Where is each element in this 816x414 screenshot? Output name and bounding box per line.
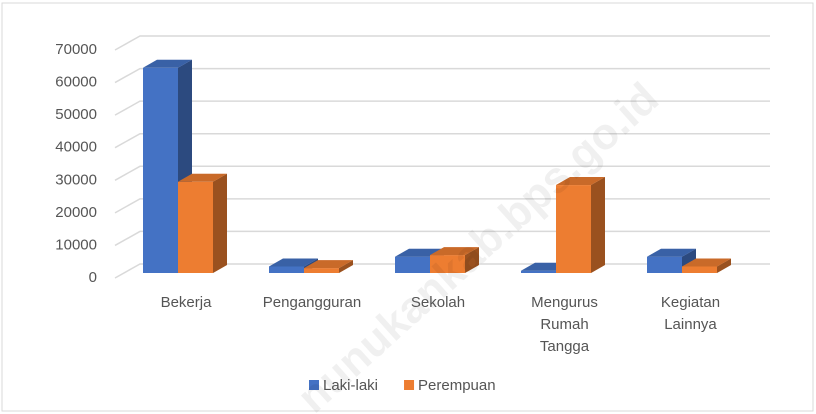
y-tick-label: 70000	[55, 41, 97, 58]
x-tick-label: Sekolah	[410, 294, 466, 311]
bar-top	[178, 173, 227, 182]
grid-line	[114, 67, 770, 84]
bar-front	[556, 185, 591, 273]
bar-side-shade	[717, 258, 731, 273]
bar-side	[339, 260, 353, 273]
legend-swatch	[404, 380, 415, 390]
bar-side-shade	[213, 173, 227, 273]
bar-side	[717, 258, 731, 273]
bar-top	[143, 59, 192, 68]
x-tick-label: Bekerja	[160, 294, 212, 311]
grid-line	[114, 132, 770, 149]
grid-line	[114, 165, 770, 181]
legend-label: Laki-laki	[323, 377, 378, 394]
bar	[647, 248, 696, 273]
bar-top	[647, 248, 696, 257]
bar-front	[430, 255, 465, 273]
bar-front	[647, 256, 682, 273]
bar-top-shade	[430, 247, 479, 256]
bar-top	[556, 177, 605, 186]
grid-line	[114, 100, 770, 116]
y-tick-label: 50000	[55, 106, 97, 123]
bar-top-shade	[269, 258, 318, 267]
legend-swatch	[309, 380, 319, 390]
x-tick-label: Kegiatan Lainnya	[660, 294, 721, 333]
y-tick-label: 40000	[55, 139, 97, 156]
bar-top	[304, 260, 353, 269]
grid-line	[114, 35, 770, 51]
bar-side	[213, 173, 227, 273]
bar-front	[143, 67, 178, 273]
bar-side	[591, 177, 605, 273]
bar-front	[682, 266, 717, 273]
bar-side-shade	[339, 260, 353, 273]
bar-top-shade	[143, 59, 192, 68]
bar-top	[269, 258, 318, 267]
y-tick-label: 0	[89, 269, 97, 286]
bar-top	[682, 258, 731, 267]
y-tick-label: 20000	[55, 204, 97, 221]
bar-top-shade	[178, 173, 227, 182]
bar	[556, 177, 605, 273]
bar	[682, 258, 731, 273]
x-tick-label: Mengurus Rumah Tangga	[531, 294, 598, 355]
bar-front	[269, 266, 304, 273]
bar-top-shade	[556, 177, 605, 186]
bar-top-shade	[682, 258, 731, 267]
y-tick-label: 10000	[55, 236, 97, 253]
bar-top	[430, 247, 479, 256]
bar-front	[304, 268, 339, 273]
bar	[430, 247, 479, 273]
bar-top-shade	[304, 260, 353, 269]
bar-side-shade	[465, 247, 479, 273]
legend-label: Perempuan	[418, 377, 496, 394]
bar-front	[521, 270, 556, 273]
bar	[304, 260, 353, 273]
bar-front	[395, 256, 430, 273]
bar-side-shade	[591, 177, 605, 273]
bar-top-shade	[647, 248, 696, 257]
y-tick-label: 60000	[55, 74, 97, 91]
bar	[178, 173, 227, 273]
y-tick-label: 30000	[55, 171, 97, 188]
bar-side	[465, 247, 479, 273]
bar-front	[178, 181, 213, 273]
x-tick-label: Pengangguran	[262, 294, 362, 311]
